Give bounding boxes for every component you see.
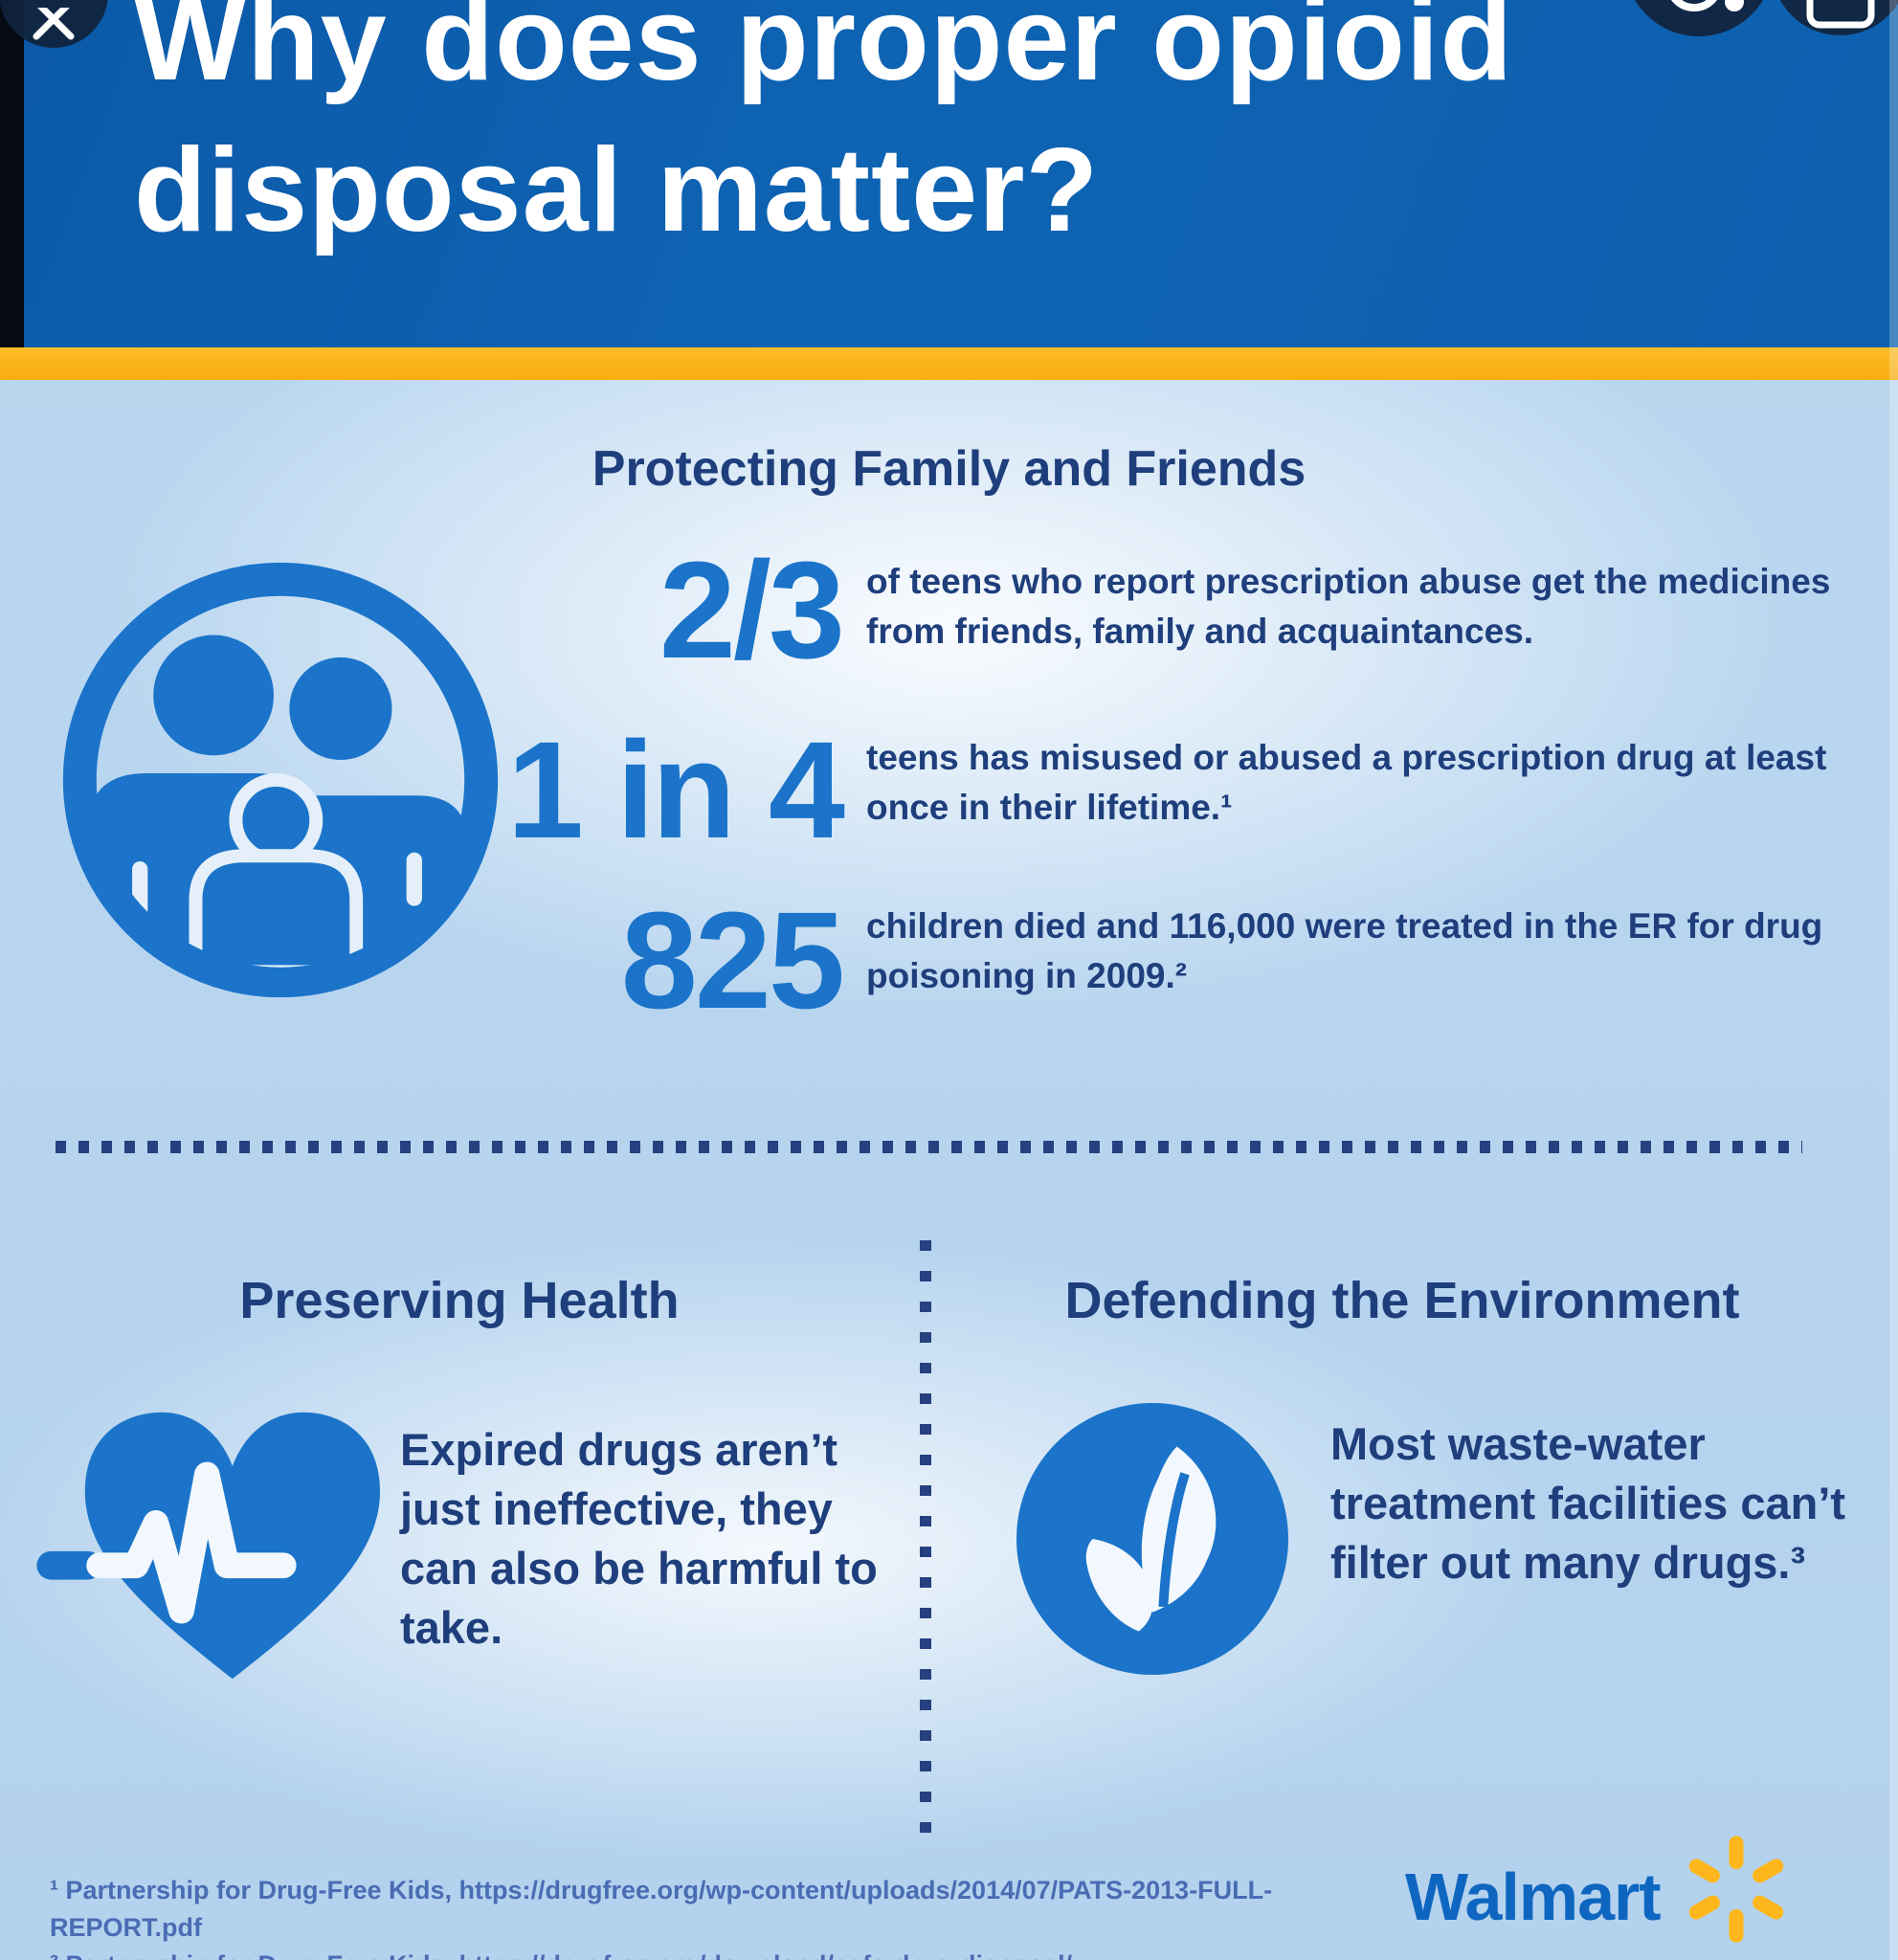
section-heading-family: Protecting Family and Friends — [592, 441, 1306, 497]
stat-value-one-in-four: 1 in 4 — [506, 713, 845, 867]
section-heading-environment: Defending the Environment — [1064, 1272, 1740, 1329]
close-icon — [33, 8, 75, 40]
family-icon — [62, 562, 499, 998]
heart-ekg-icon — [36, 1412, 381, 1680]
section-heading-health: Preserving Health — [239, 1272, 680, 1329]
footnotes: ¹ Partnership for Drug-Free Kids, https:… — [50, 1872, 1390, 1960]
lens-icon — [1671, 0, 1744, 11]
walmart-wordmark: Walmart — [1405, 1860, 1662, 1934]
footnote-1: ¹ Partnership for Drug-Free Kids, https:… — [50, 1876, 1273, 1942]
stat-value-two-thirds: 2/3 — [659, 533, 845, 687]
walmart-spark-icon — [1688, 1836, 1784, 1943]
yellow-accent-bar — [0, 347, 1898, 380]
stat-value-825: 825 — [620, 883, 845, 1037]
page-title-line1: Why does proper opioid — [134, 0, 1514, 105]
stat-text-one-in-four: teens has misused or abused a prescripti… — [866, 738, 1827, 827]
dotted-divider-vertical — [920, 1240, 931, 1841]
environment-body-text: Most waste-water treatment facilities ca… — [1330, 1418, 1846, 1588]
page-title-line2: disposal matter? — [134, 124, 1100, 256]
stat-text-825: children died and 116,000 were treated i… — [866, 906, 1823, 995]
leaf-icon — [1016, 1403, 1288, 1675]
footnote-2: ² Partnership for Drug-Free Kids, https:… — [50, 1947, 1390, 1960]
page-title: Why does proper opioid disposal matter? — [134, 0, 1513, 266]
dotted-divider-horizontal — [56, 1141, 1802, 1153]
header-banner: Why does proper opioid disposal matter? — [0, 0, 1898, 347]
health-body-text: Expired drugs aren’t just ineffective, t… — [400, 1424, 878, 1653]
screen-edge-strip — [0, 0, 24, 347]
stat-text-two-thirds: of teens who report prescription abuse g… — [866, 562, 1831, 651]
right-edge-highlight — [1889, 0, 1898, 1960]
bookmark-icon — [1806, 0, 1875, 29]
